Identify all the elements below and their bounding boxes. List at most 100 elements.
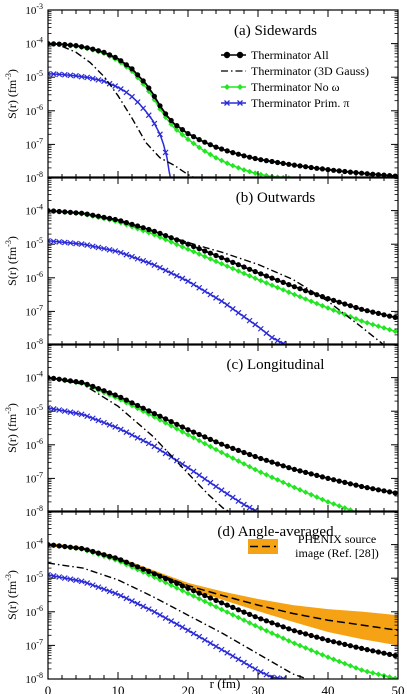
y-tick-label-exp: -6	[36, 437, 43, 446]
marker-x	[140, 437, 147, 444]
marker-x	[224, 302, 231, 308]
series-markers-2-panel-1	[48, 207, 398, 335]
marker-circle	[286, 626, 292, 632]
series-markers-3-panel-1	[48, 237, 287, 345]
marker-diamond	[162, 236, 169, 243]
y-tick-label: 10-7	[25, 470, 43, 485]
marker-x	[101, 419, 107, 426]
marker-circle	[95, 213, 101, 219]
y-axis-labels: S(r) (fm-3)S(r) (fm-3)S(r) (fm-3)S(r) (f…	[4, 69, 19, 620]
marker-diamond	[364, 319, 370, 326]
marker-diamond	[375, 323, 382, 330]
marker-diamond	[269, 630, 275, 637]
marker-circle	[297, 468, 303, 474]
y-tick-label-base: 10	[25, 5, 37, 17]
marker-x	[252, 666, 259, 672]
legend-marker-all	[223, 51, 231, 59]
y-tick-label-exp: -4	[36, 36, 43, 45]
marker-diamond	[146, 88, 152, 95]
marker-diamond	[330, 501, 337, 507]
y-tick-label: 10-8	[25, 170, 43, 185]
marker-x	[112, 248, 119, 254]
marker-circle	[275, 461, 281, 467]
marker-circle	[364, 171, 370, 177]
marker-diamond	[252, 170, 258, 176]
legend-marker-prim-pi	[224, 100, 243, 106]
marker-diamond	[386, 674, 393, 679]
marker-circle	[101, 388, 107, 394]
marker-x	[218, 646, 225, 653]
y-tick-label-base: 10	[25, 306, 37, 318]
marker-circle	[347, 303, 353, 309]
panel-plot-3	[48, 541, 398, 679]
marker-diamond	[174, 585, 180, 591]
y-tick-label-exp: -4	[36, 537, 43, 546]
marker-x	[269, 334, 275, 341]
marker-circle	[73, 43, 79, 49]
marker-x	[123, 251, 130, 258]
marker-x	[101, 78, 107, 85]
marker-circle	[196, 246, 202, 252]
marker-x	[73, 577, 79, 584]
marker-x	[84, 413, 91, 420]
marker-diamond	[291, 640, 298, 647]
marker-circle	[168, 117, 174, 124]
marker-x	[112, 424, 119, 430]
marker-diamond	[241, 270, 247, 277]
marker-circle	[107, 390, 113, 396]
marker-circle	[387, 313, 393, 319]
marker-circle	[252, 453, 258, 460]
y-tick-label-exp: -7	[36, 470, 43, 479]
marker-circle	[353, 482, 359, 488]
marker-diamond	[168, 121, 174, 128]
marker-circle	[202, 434, 208, 440]
y-tick-label: 10-4	[25, 203, 43, 218]
marker-diamond	[196, 144, 202, 151]
marker-x	[89, 582, 96, 589]
y-tick-label-base: 10	[25, 540, 37, 552]
marker-diamond	[224, 160, 230, 167]
marker-x	[106, 421, 113, 428]
marker-circle	[370, 171, 376, 177]
marker-circle	[101, 49, 107, 55]
y-tick-label: 10-8	[25, 337, 43, 352]
marker-circle	[303, 288, 309, 294]
marker-circle	[179, 583, 185, 589]
marker-x	[207, 640, 214, 647]
marker-diamond	[230, 455, 236, 461]
marker-x	[48, 70, 51, 77]
marker-circle	[269, 459, 275, 465]
y-tick-label-base: 10	[25, 640, 37, 652]
marker-x	[235, 309, 242, 316]
marker-circle	[258, 455, 264, 462]
marker-circle	[252, 269, 258, 275]
marker-diamond	[297, 642, 303, 649]
marker-circle	[140, 405, 146, 411]
marker-circle	[219, 600, 225, 606]
marker-circle	[79, 545, 85, 552]
marker-circle	[280, 624, 286, 630]
legend-label-prim-pi: Therminator Prim. π	[251, 96, 349, 110]
marker-circle	[353, 304, 359, 311]
y-axis-title-close: )	[5, 236, 19, 240]
marker-circle	[387, 651, 393, 658]
y-tick-label-base: 10	[25, 239, 37, 251]
marker-diamond	[302, 645, 309, 651]
marker-x	[50, 572, 57, 579]
marker-circle	[95, 48, 101, 54]
marker-diamond	[241, 617, 247, 623]
panel-frame-3	[47, 510, 399, 680]
marker-x	[218, 298, 225, 305]
x-tick-label: 50	[392, 683, 405, 694]
marker-circle	[314, 165, 320, 171]
y-axis-title-exp: -3	[4, 574, 13, 581]
marker-diamond	[179, 428, 186, 435]
marker-circle	[263, 618, 269, 624]
marker-x	[213, 294, 219, 301]
marker-circle	[191, 134, 197, 140]
marker-x	[241, 501, 247, 508]
marker-x	[157, 612, 163, 618]
marker-circle	[202, 139, 208, 145]
marker-circle	[364, 647, 370, 653]
marker-diamond	[174, 426, 180, 432]
